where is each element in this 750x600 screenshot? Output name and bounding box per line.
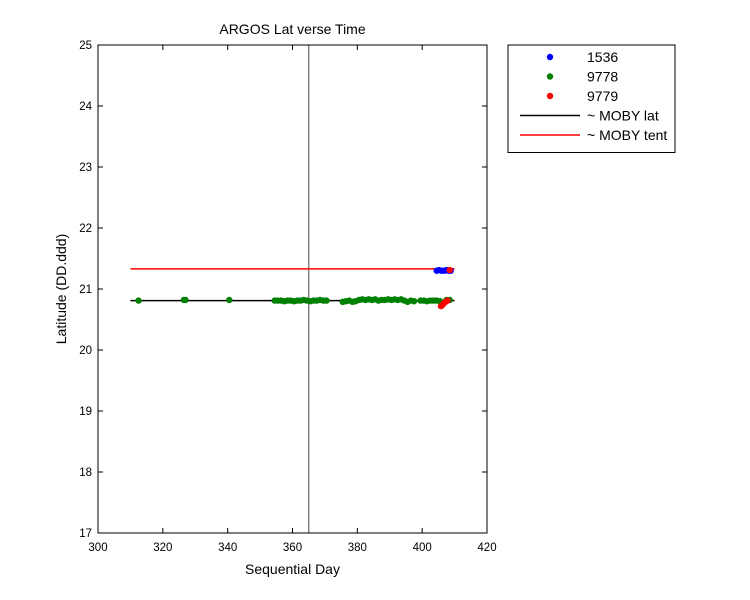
data-point (410, 298, 418, 305)
y-tick-label: 21 (79, 284, 92, 296)
y-tick-label: 18 (79, 467, 92, 479)
x-tick-label: 300 (88, 542, 107, 554)
data-point (444, 297, 451, 304)
data-point (323, 297, 330, 304)
legend-label: ~ MOBY tent (587, 127, 667, 143)
legend-marker (546, 92, 554, 100)
legend-label: 1536 (587, 49, 618, 65)
plot-frame (97, 44, 488, 534)
x-axis-title: Sequential Day (245, 561, 340, 577)
y-tick-label: 25 (79, 40, 92, 52)
legend-label: ~ MOBY lat (587, 108, 659, 124)
y-tick-label: 22 (79, 223, 92, 235)
y-tick-label: 20 (79, 345, 92, 357)
chart-title: ARGOS Lat verse Time (219, 21, 365, 37)
y-tick-label: 19 (79, 406, 92, 418)
x-tick-label: 340 (218, 542, 237, 554)
y-axis-title: Latitude (DD.ddd) (53, 234, 69, 345)
legend-label: 9779 (587, 88, 618, 104)
x-tick-label: 400 (413, 542, 432, 554)
y-tick-label: 23 (79, 162, 92, 174)
data-point (226, 296, 233, 304)
legend-marker (546, 73, 554, 80)
x-tick-label: 320 (153, 542, 172, 554)
y-tick-label: 17 (79, 528, 92, 540)
legend-label: 9778 (587, 69, 618, 85)
x-tick-label: 360 (283, 542, 302, 554)
legend: 1536 9778 9779 ~ MOBY lat ~ MOBY tent (507, 44, 676, 153)
legend-marker (546, 53, 554, 61)
data-point (182, 296, 189, 304)
data-point (135, 297, 142, 304)
x-tick-label: 420 (477, 542, 496, 554)
y-tick-label: 24 (79, 101, 92, 113)
data-point (446, 266, 453, 274)
x-tick-label: 380 (348, 542, 367, 554)
